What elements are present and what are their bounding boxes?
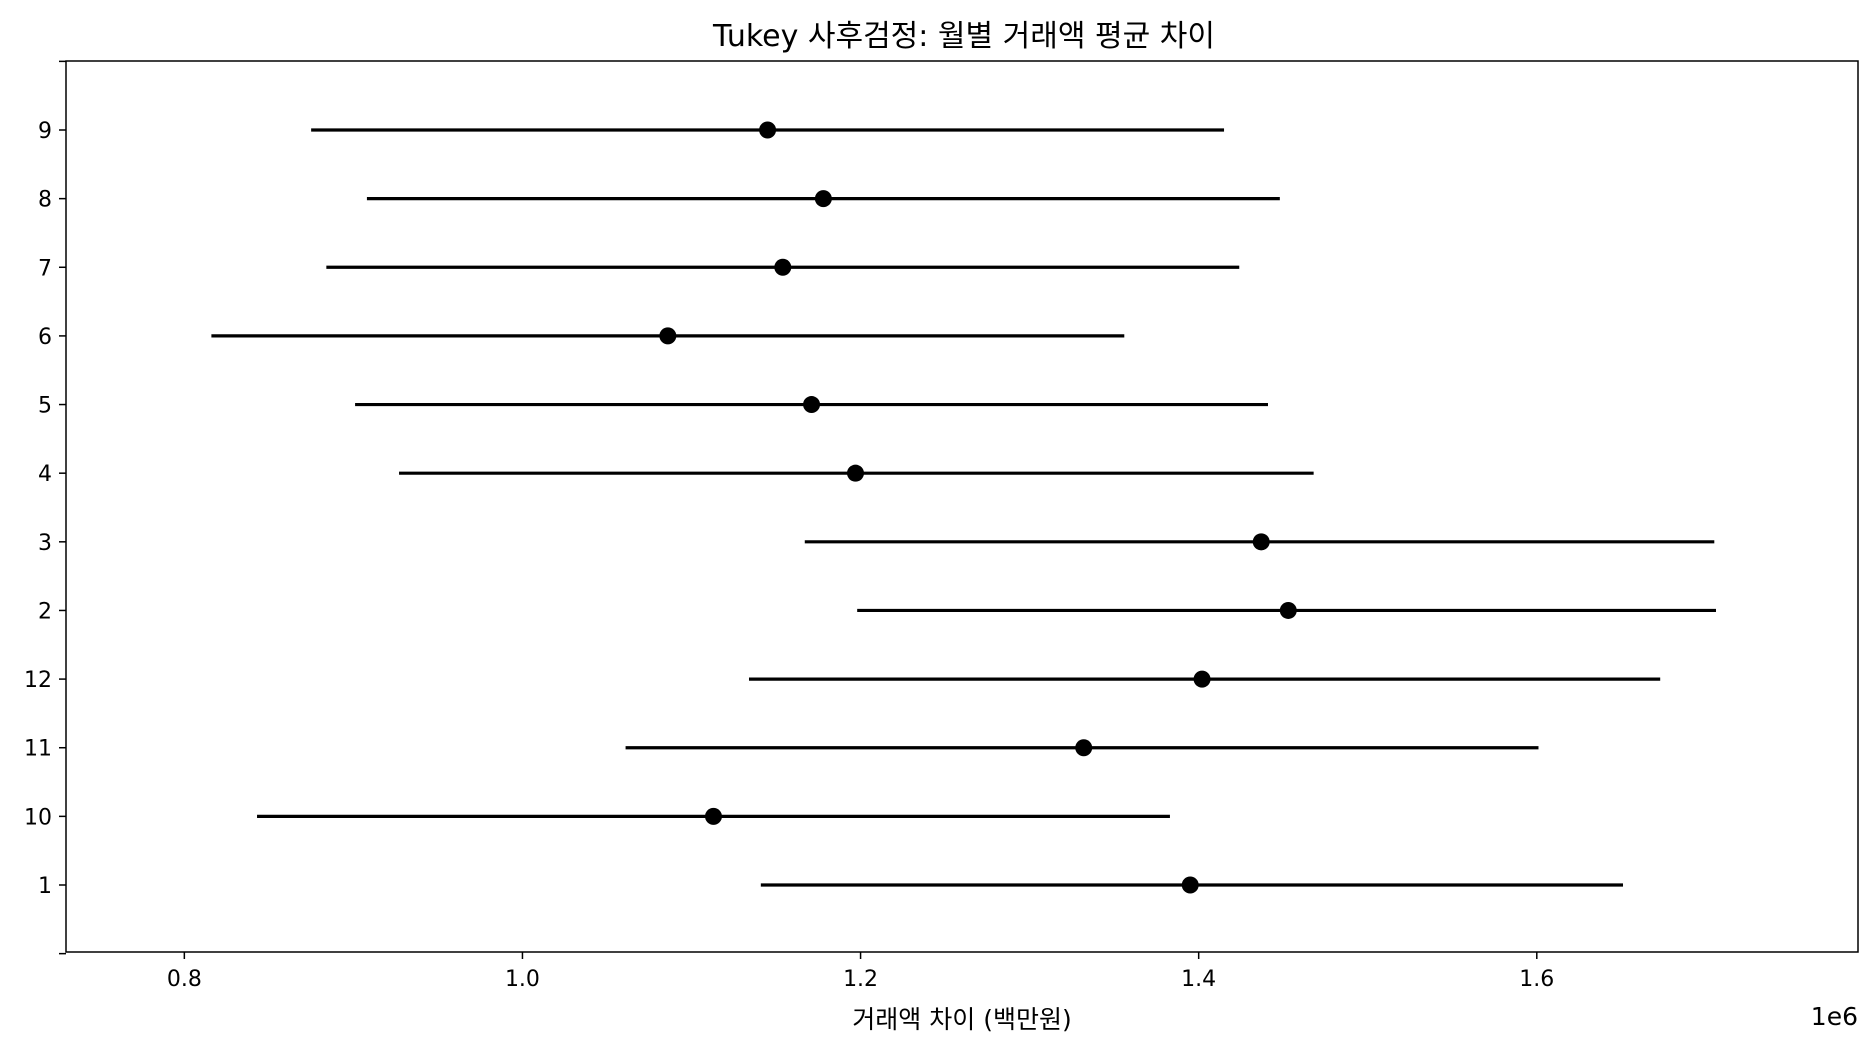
y-tick-label: 1 xyxy=(38,874,52,899)
y-tick-label: 3 xyxy=(38,531,52,556)
y-tick-label: 7 xyxy=(38,256,52,281)
plot-area-frame xyxy=(65,60,1859,953)
y-tick-label: 11 xyxy=(24,737,52,762)
y-tick-label: 5 xyxy=(38,394,52,419)
error-bar-series xyxy=(211,121,1716,894)
mean-point-3 xyxy=(1252,533,1270,551)
x-axis-label: 거래액 차이 (백만원) xyxy=(852,1005,1071,1034)
y-tick-label: 2 xyxy=(38,599,52,624)
y-tick-label: 4 xyxy=(38,462,52,487)
x-tick-label: 1.6 xyxy=(1519,967,1554,992)
x-tick-label: 1.0 xyxy=(505,967,540,992)
x-tick-label: 1.2 xyxy=(843,967,878,992)
y-tick-label: 12 xyxy=(24,668,52,693)
mean-point-4 xyxy=(846,464,864,482)
mean-point-12 xyxy=(1193,670,1211,688)
x-tick-label: 0.8 xyxy=(167,967,202,992)
mean-point-8 xyxy=(814,190,832,208)
chart-title: Tukey 사후검정: 월별 거래액 평균 차이 xyxy=(712,19,1215,54)
mean-point-2 xyxy=(1279,601,1297,619)
y-tick-label: 9 xyxy=(38,119,52,144)
y-tick-label: 10 xyxy=(24,805,52,830)
mean-point-1 xyxy=(1181,876,1199,894)
mean-point-7 xyxy=(774,258,792,276)
mean-point-9 xyxy=(759,121,777,139)
y-axis: 1 10 11 12 2 3 4 5 6 7 8 9 xyxy=(24,60,66,955)
y-tick-label: 8 xyxy=(38,188,52,213)
mean-point-11 xyxy=(1075,739,1093,757)
x-axis: 0.8 1.0 1.2 1.4 1.6 xyxy=(167,952,1554,992)
x-tick-label: 1.4 xyxy=(1181,967,1216,992)
mean-point-10 xyxy=(704,807,722,825)
mean-point-5 xyxy=(803,396,821,414)
y-tick-label: 6 xyxy=(38,325,52,350)
mean-point-6 xyxy=(659,327,677,345)
x-axis-offset-label: 1e6 xyxy=(1811,1002,1858,1031)
